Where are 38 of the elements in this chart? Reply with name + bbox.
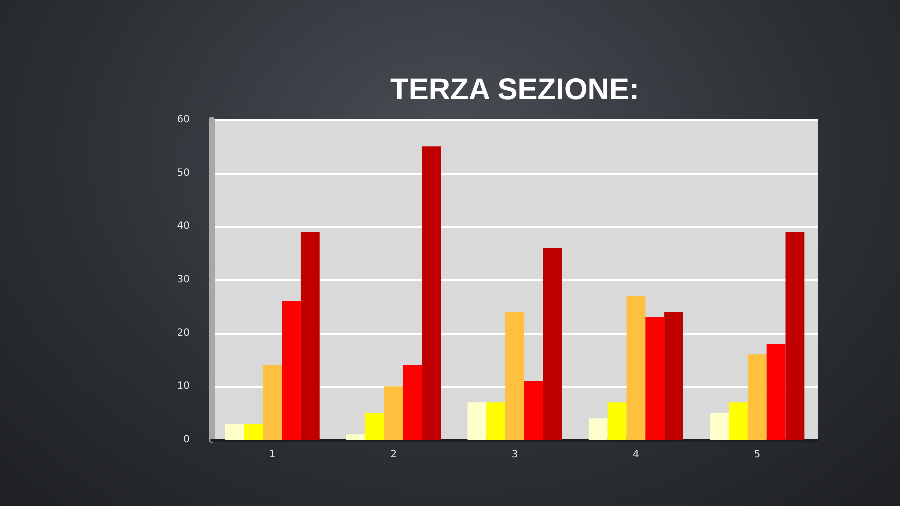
- y-tick-label: 10: [177, 381, 190, 392]
- x-tick-label: 1: [269, 450, 276, 460]
- bar: [403, 365, 422, 440]
- bar: [766, 344, 786, 440]
- bar: [524, 381, 544, 440]
- bar: [729, 402, 748, 440]
- bar: [506, 312, 524, 440]
- bar: [710, 413, 730, 440]
- bar: [646, 317, 665, 440]
- bar: [300, 232, 320, 440]
- bar: [263, 365, 282, 440]
- y-tick-label: 0: [184, 434, 190, 446]
- bar: [244, 424, 264, 440]
- y-tick-label: 30: [177, 274, 190, 286]
- bar: [664, 312, 684, 440]
- x-tick-label: 2: [390, 450, 397, 460]
- bar: [543, 248, 562, 440]
- y-tick-label: 50: [177, 168, 190, 179]
- chart-title: TERZA SEZIONE:: [390, 74, 640, 106]
- bar: [282, 301, 301, 440]
- bar: [468, 402, 487, 440]
- x-tick-label: 5: [754, 450, 761, 460]
- x-tick-label: 3: [512, 450, 518, 460]
- bar: [786, 232, 805, 440]
- y-tick-label: 20: [177, 328, 190, 339]
- y-tick-label: 40: [177, 221, 190, 232]
- bar: [748, 354, 767, 440]
- bar: [588, 418, 608, 440]
- bar: [422, 146, 442, 440]
- bar: [608, 402, 627, 440]
- bar: [225, 424, 244, 440]
- y-tick-label: 60: [177, 114, 190, 126]
- bar: [486, 402, 506, 440]
- x-tick-label: 4: [633, 450, 640, 460]
- bar: [346, 434, 366, 440]
- bar: [626, 296, 646, 440]
- bar: [384, 386, 404, 440]
- bar: [365, 413, 384, 440]
